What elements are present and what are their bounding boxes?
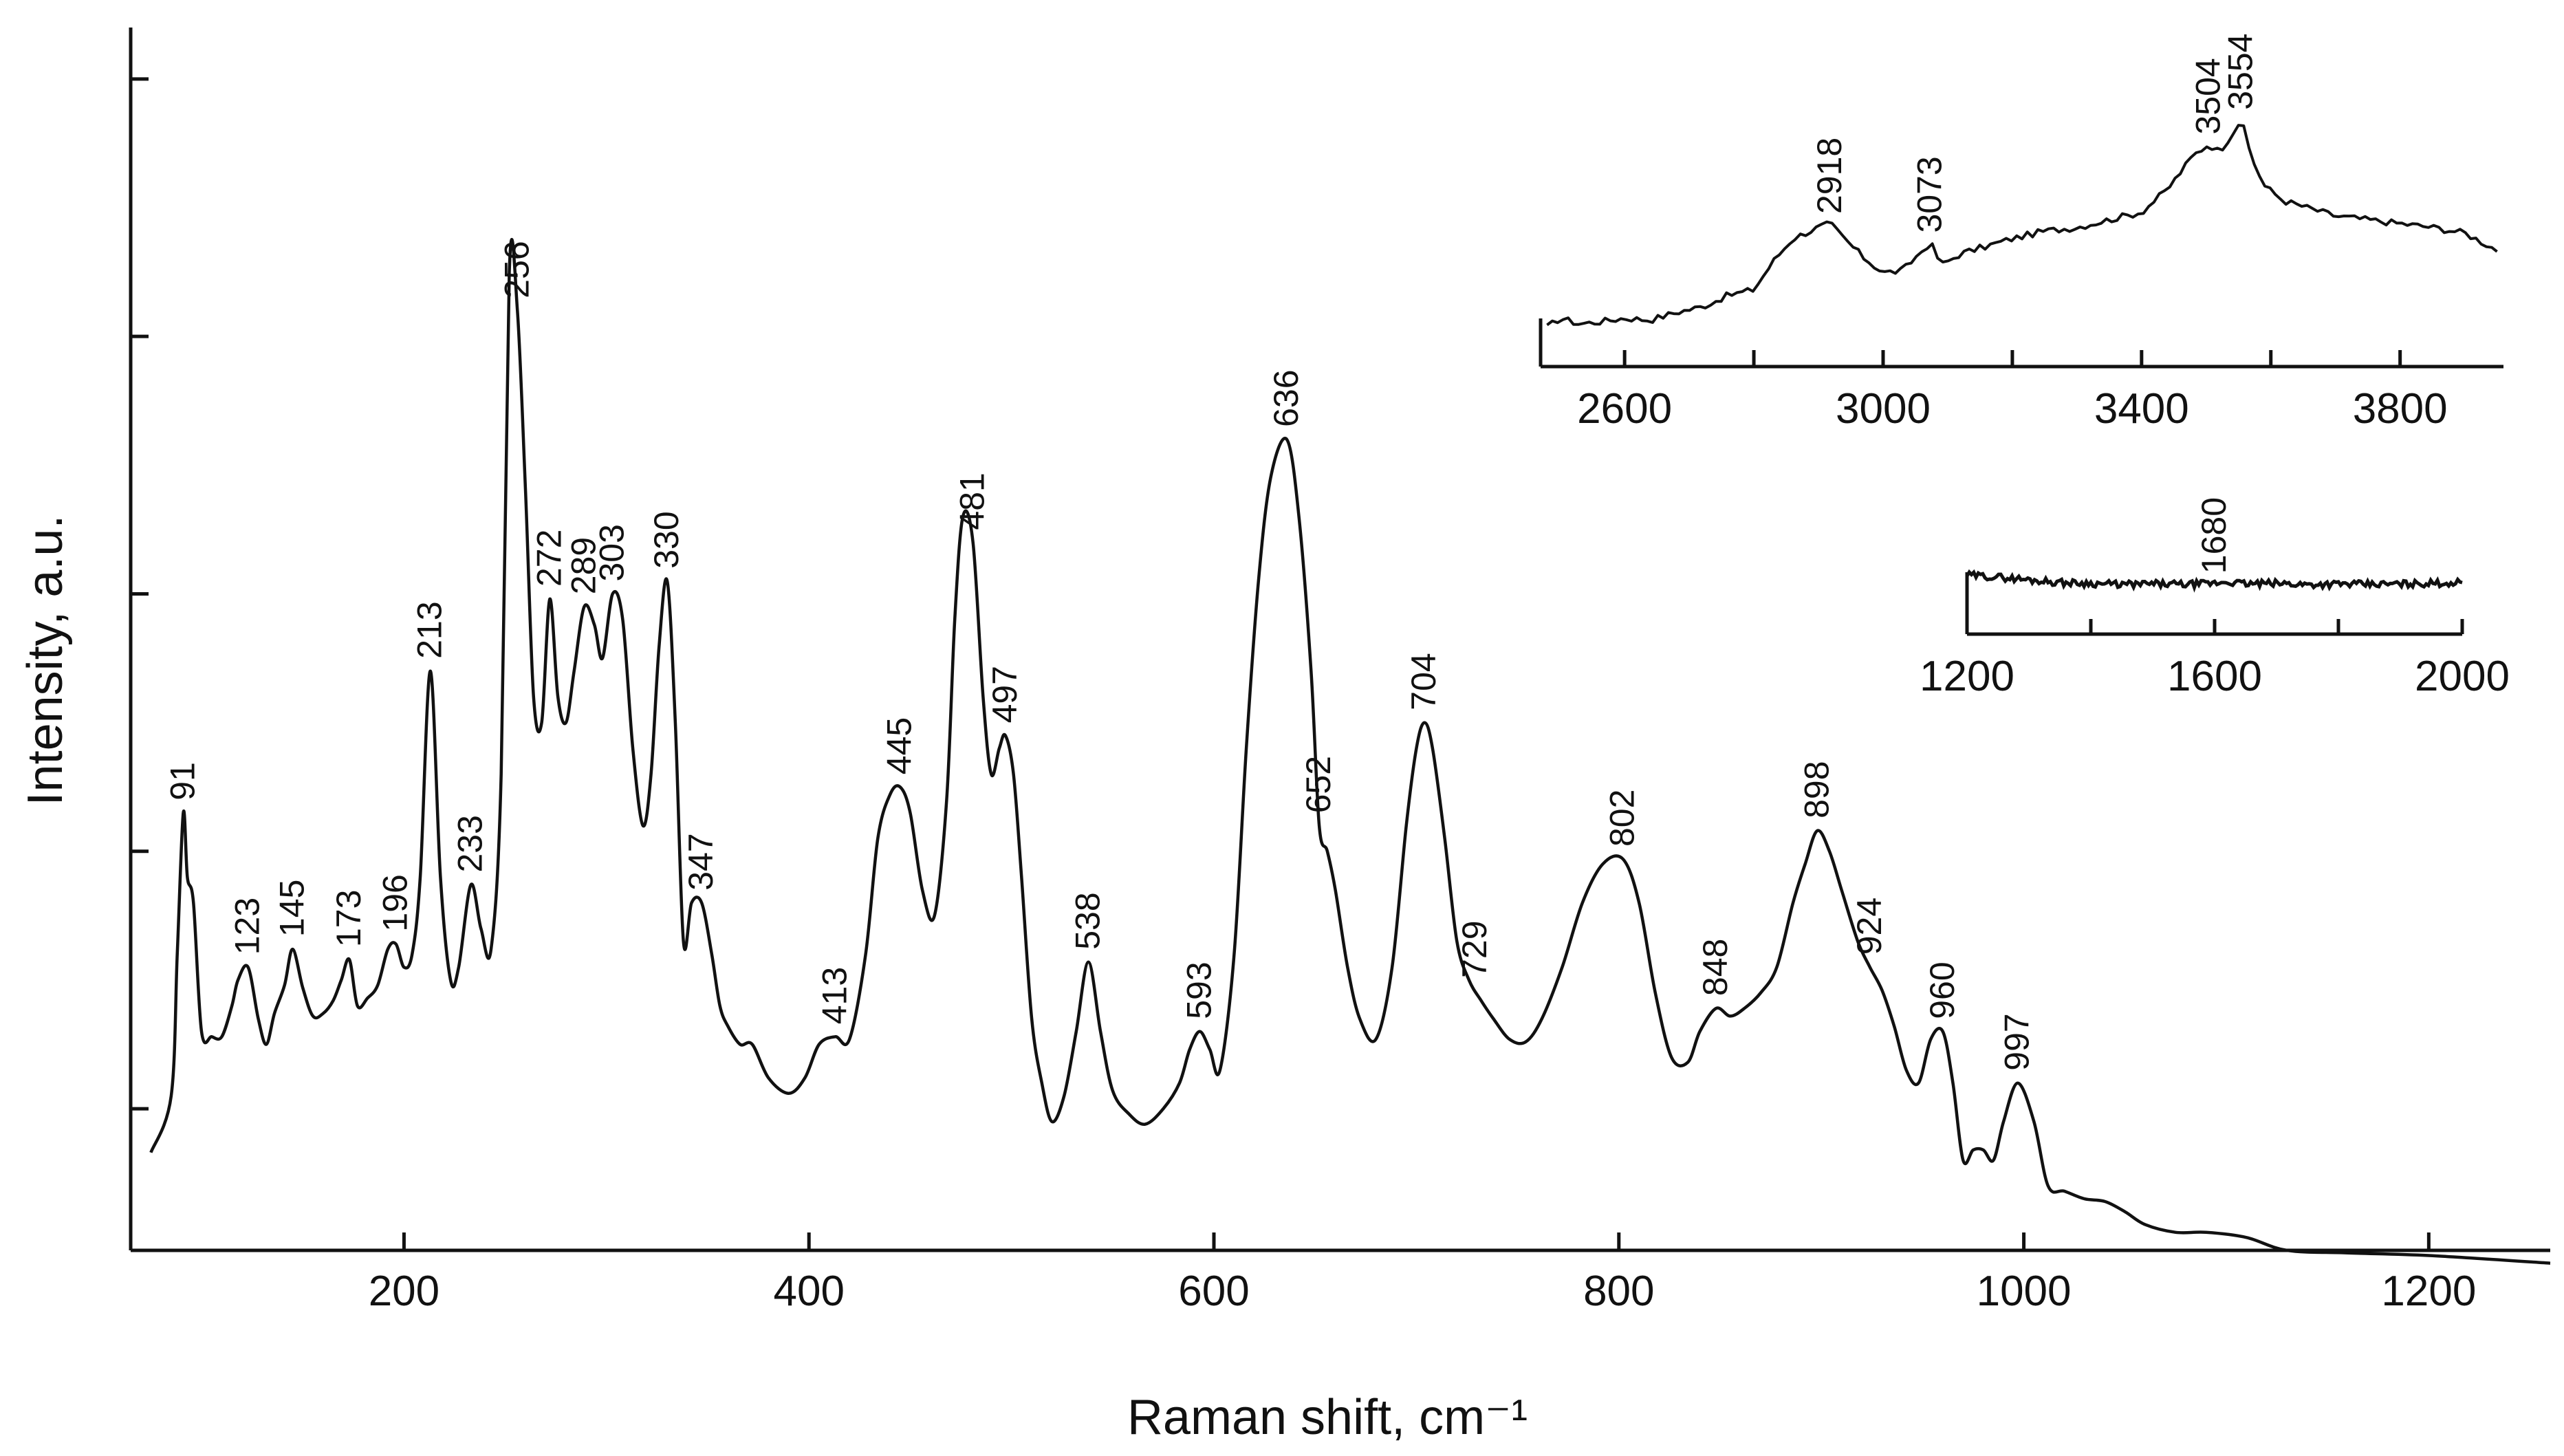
inset-x-tick-label: 2000 <box>2415 653 2510 700</box>
x-tick-label: 800 <box>1583 1268 1654 1315</box>
inset-x-tick-label: 1200 <box>1920 653 2014 700</box>
peak-label: 196 <box>376 874 415 931</box>
x-tick-label: 600 <box>1178 1268 1249 1315</box>
peak-label: 538 <box>1069 892 1107 949</box>
inset-spectrum-line <box>1965 569 2463 593</box>
peak-label: 303 <box>593 524 631 581</box>
peak-label: 233 <box>451 815 490 872</box>
peak-label: 729 <box>1455 920 1494 977</box>
inset-x-tick-label: 3800 <box>2353 385 2448 433</box>
peak-label: 704 <box>1404 653 1443 710</box>
inset-x-tick-label: 1600 <box>2167 653 2262 700</box>
peak-label: 347 <box>682 833 720 890</box>
peak-label: 997 <box>1998 1013 2036 1070</box>
inset-peak-label: 3504 <box>2189 58 2228 134</box>
inset-x-tick-label: 3000 <box>1836 385 1931 433</box>
peak-label: 445 <box>880 717 919 774</box>
peak-label: 960 <box>1923 961 1962 1019</box>
peak-label: 289 <box>564 537 602 594</box>
peak-label: 213 <box>411 601 449 658</box>
inset-x-tick-label: 3400 <box>2094 385 2189 433</box>
peak-label: 330 <box>647 511 686 568</box>
peak-label: 272 <box>530 530 568 587</box>
peak-label: 802 <box>1603 790 1642 847</box>
x-tick-label: 1200 <box>2381 1268 2476 1315</box>
inset-peak-label: 1680 <box>2195 497 2233 574</box>
peak-label: 481 <box>953 472 992 530</box>
peak-label: 413 <box>816 967 854 1024</box>
inset-peak-label: 2918 <box>1810 138 1849 214</box>
x-tick-label: 1000 <box>1977 1268 2072 1315</box>
peak-label: 924 <box>1850 898 1889 955</box>
peak-label: 256 <box>497 241 536 298</box>
x-axis-title: Raman shift, cm⁻¹ <box>1127 1390 1528 1445</box>
peak-label: 91 <box>164 762 202 801</box>
peak-label: 497 <box>986 666 1024 723</box>
peak-label: 636 <box>1267 369 1305 426</box>
inset-peak-label: 3554 <box>2221 34 2260 110</box>
inset-peak-label: 3073 <box>1911 156 1949 232</box>
x-tick-label: 200 <box>369 1268 439 1315</box>
peak-label: 145 <box>273 880 312 937</box>
inset-x-tick-label: 2600 <box>1577 385 1672 433</box>
inset-spectrum-line <box>1546 124 2498 327</box>
x-tick-label: 400 <box>773 1268 844 1315</box>
main-series-group <box>149 237 2551 1265</box>
peak-label: 898 <box>1797 761 1836 818</box>
peak-label: 848 <box>1696 939 1735 996</box>
main-axis-ticks: 200 400 600 800 1000 1200 <box>131 77 2476 1315</box>
peak-label: 173 <box>329 890 368 947</box>
inset-1200-2000: 1200 1600 2000 1680 <box>1920 497 2510 700</box>
peak-label: 652 <box>1299 756 1338 813</box>
spectrum-line <box>149 237 2551 1265</box>
peak-label: 123 <box>228 898 267 955</box>
y-axis-title: Intensity, a.u. <box>18 515 73 806</box>
peak-label: 593 <box>1180 961 1218 1019</box>
